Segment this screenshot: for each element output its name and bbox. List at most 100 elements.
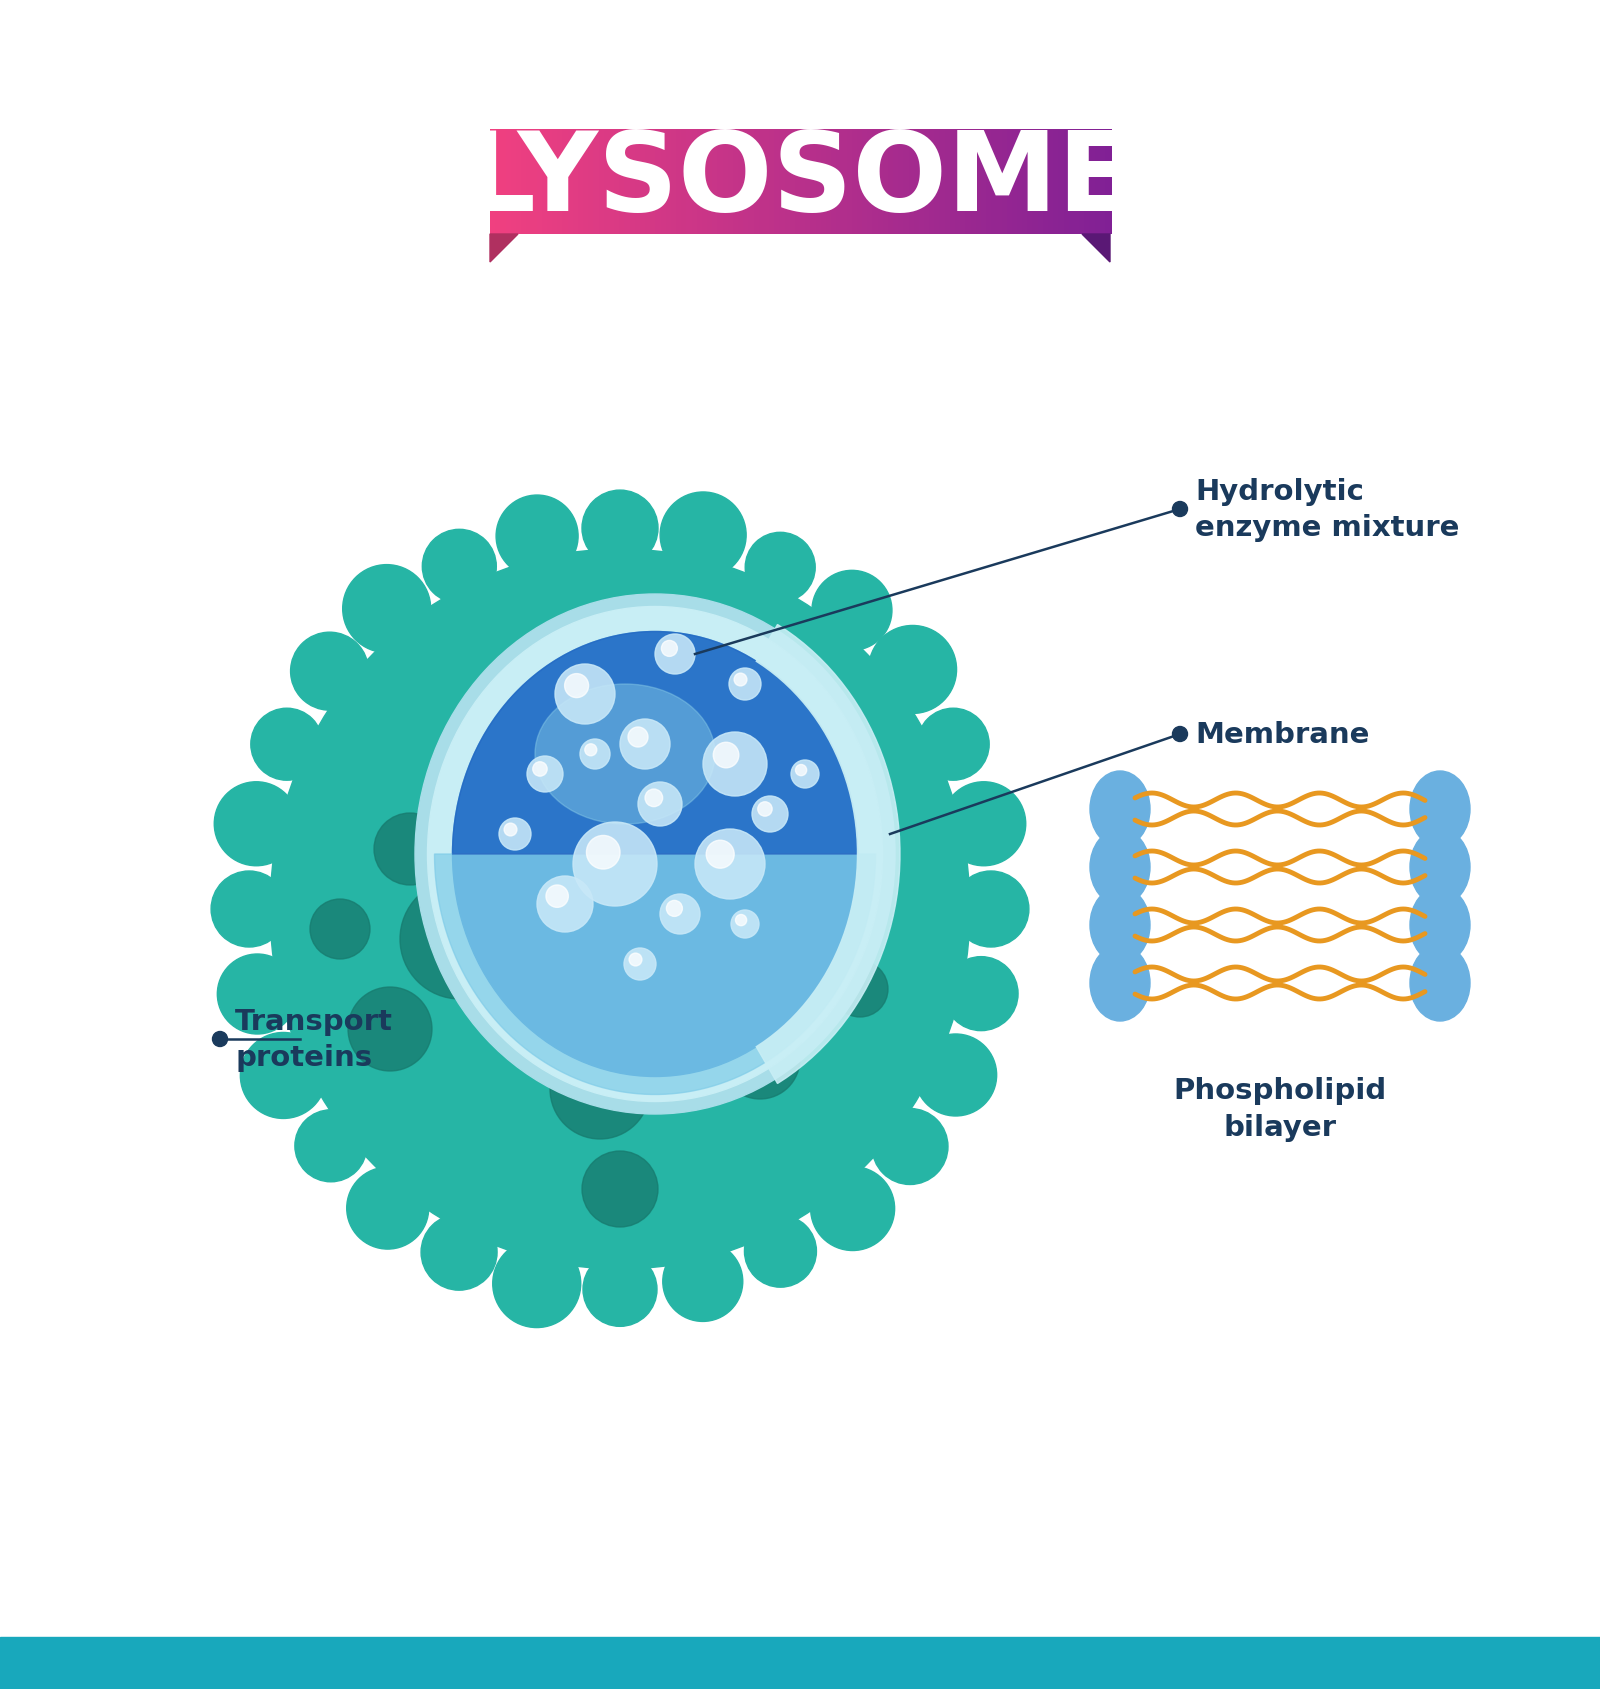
Circle shape: [211, 872, 286, 948]
Circle shape: [582, 491, 658, 568]
Circle shape: [624, 949, 656, 980]
Bar: [810, 130, 818, 235]
Ellipse shape: [1410, 946, 1470, 1022]
Circle shape: [661, 642, 677, 657]
Bar: [997, 130, 1003, 235]
Circle shape: [917, 709, 989, 780]
Ellipse shape: [1090, 946, 1150, 1022]
Circle shape: [400, 880, 520, 1000]
Bar: [506, 130, 512, 235]
Bar: [696, 130, 704, 235]
Text: Transport
proteins: Transport proteins: [235, 1007, 394, 1073]
Bar: [826, 130, 834, 235]
Bar: [717, 130, 725, 235]
Circle shape: [654, 635, 694, 674]
Circle shape: [758, 802, 773, 817]
Bar: [784, 130, 792, 235]
Bar: [795, 130, 802, 235]
Bar: [930, 130, 936, 235]
Bar: [702, 130, 709, 235]
Circle shape: [1173, 502, 1187, 517]
Circle shape: [702, 733, 766, 797]
Bar: [568, 130, 574, 235]
Circle shape: [347, 1167, 429, 1250]
Text: Membrane: Membrane: [1195, 721, 1370, 748]
Bar: [1058, 130, 1066, 235]
Bar: [578, 130, 586, 235]
Bar: [918, 130, 926, 235]
Circle shape: [555, 664, 614, 725]
Bar: [1064, 130, 1070, 235]
Circle shape: [661, 493, 746, 579]
Bar: [494, 130, 502, 235]
Text: Hydrolytic
enzyme mixture: Hydrolytic enzyme mixture: [1195, 478, 1459, 542]
Bar: [816, 130, 822, 235]
Bar: [733, 130, 739, 235]
Text: LYSOSOME: LYSOSOME: [466, 127, 1134, 233]
Circle shape: [638, 782, 682, 826]
Circle shape: [240, 1034, 326, 1118]
Bar: [682, 130, 688, 235]
Circle shape: [565, 674, 589, 698]
Bar: [1094, 130, 1102, 235]
Bar: [944, 130, 952, 235]
Bar: [846, 130, 854, 235]
Bar: [955, 130, 962, 235]
Polygon shape: [757, 625, 899, 1084]
Circle shape: [421, 1214, 498, 1290]
Bar: [1090, 130, 1096, 235]
Bar: [770, 130, 776, 235]
Bar: [925, 130, 931, 235]
Circle shape: [291, 633, 368, 711]
Bar: [582, 130, 590, 235]
Bar: [589, 130, 595, 235]
Circle shape: [811, 1167, 894, 1252]
Bar: [1069, 130, 1075, 235]
Bar: [1002, 130, 1008, 235]
Circle shape: [218, 954, 298, 1034]
Bar: [573, 130, 579, 235]
Circle shape: [768, 878, 832, 941]
Polygon shape: [1082, 235, 1110, 263]
Circle shape: [736, 915, 747, 926]
Bar: [515, 130, 523, 235]
Circle shape: [342, 566, 430, 654]
Bar: [1074, 130, 1082, 235]
Circle shape: [533, 762, 547, 777]
Bar: [883, 130, 890, 235]
Bar: [867, 130, 874, 235]
Bar: [749, 130, 755, 235]
Bar: [821, 130, 827, 235]
Ellipse shape: [1090, 887, 1150, 963]
Ellipse shape: [1410, 829, 1470, 905]
Bar: [728, 130, 734, 235]
Bar: [691, 130, 699, 235]
Circle shape: [642, 792, 718, 868]
Bar: [898, 130, 906, 235]
Bar: [666, 130, 674, 235]
Circle shape: [752, 797, 787, 833]
Bar: [670, 130, 678, 235]
Circle shape: [720, 1020, 800, 1100]
Bar: [1018, 130, 1024, 235]
Ellipse shape: [1090, 829, 1150, 905]
Ellipse shape: [427, 606, 883, 1101]
Bar: [594, 130, 600, 235]
Bar: [656, 130, 662, 235]
Bar: [1011, 130, 1019, 235]
Circle shape: [790, 760, 819, 789]
Bar: [914, 130, 922, 235]
Bar: [779, 130, 787, 235]
Bar: [877, 130, 885, 235]
Circle shape: [251, 709, 323, 780]
Bar: [552, 130, 558, 235]
Polygon shape: [490, 235, 518, 263]
Circle shape: [587, 836, 621, 870]
Bar: [893, 130, 901, 235]
Circle shape: [526, 757, 563, 792]
Circle shape: [1173, 726, 1187, 741]
Ellipse shape: [414, 595, 894, 1115]
Circle shape: [730, 669, 762, 701]
Bar: [960, 130, 968, 235]
Circle shape: [869, 627, 957, 714]
